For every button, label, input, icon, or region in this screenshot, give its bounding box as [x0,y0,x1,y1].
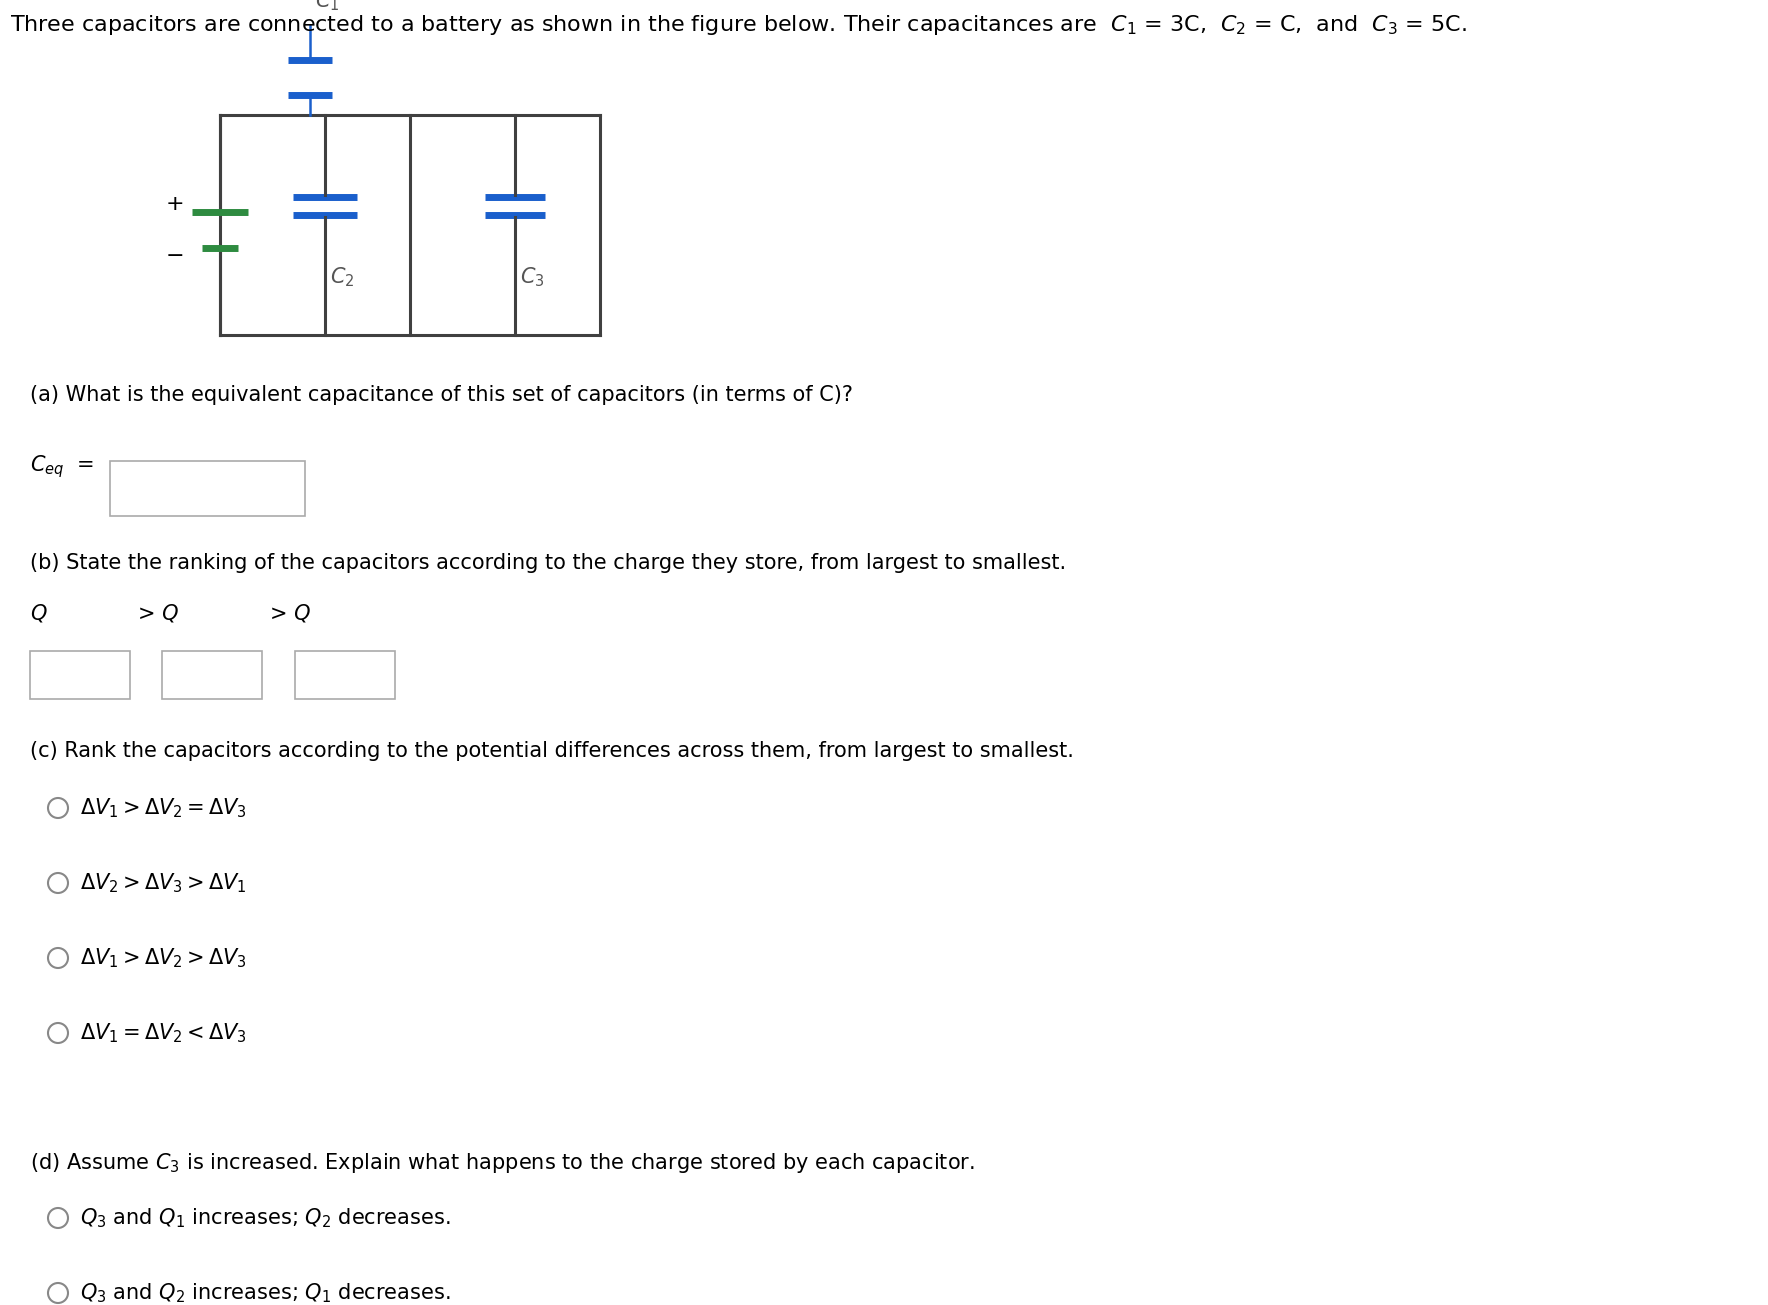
Bar [163,651,262,699]
Text: +: + [166,194,184,214]
Text: $C_1$: $C_1$ [315,0,339,13]
Bar [30,651,131,699]
Text: $C_{eq}$  =: $C_{eq}$ = [30,453,94,480]
Text: (b) State the ranking of the capacitors according to the charge they store, from: (b) State the ranking of the capacitors … [30,553,1066,573]
Text: −: − [166,247,184,266]
Text: (c) Rank the capacitors according to the potential differences across them, from: (c) Rank the capacitors according to the… [30,741,1073,761]
Bar [295,651,394,699]
Text: $\Delta V_2 > \Delta V_3 > \Delta V_1$: $\Delta V_2 > \Delta V_3 > \Delta V_1$ [80,870,246,895]
Text: (a) What is the equivalent capacitance of this set of capacitors (in terms of C): (a) What is the equivalent capacitance o… [30,385,852,405]
Bar [110,461,306,515]
Text: (d) Assume $C_3$ is increased. Explain what happens to the charge stored by each: (d) Assume $C_3$ is increased. Explain w… [30,1151,974,1174]
Text: $\Delta V_1 > \Delta V_2 > \Delta V_3$: $\Delta V_1 > \Delta V_2 > \Delta V_3$ [80,946,248,970]
Text: $\Delta V_1 = \Delta V_2 < \Delta V_3$: $\Delta V_1 = \Delta V_2 < \Delta V_3$ [80,1021,248,1044]
Text: Three capacitors are connected to a battery as shown in the figure below. Their : Three capacitors are connected to a batt… [11,13,1467,37]
Text: $\Delta V_1 > \Delta V_2 = \Delta V_3$: $\Delta V_1 > \Delta V_2 = \Delta V_3$ [80,796,248,820]
Text: $Q_3$ and $Q_1$ increases; $Q_2$ decreases.: $Q_3$ and $Q_1$ increases; $Q_2$ decreas… [80,1206,451,1229]
Text: > Q: > Q [271,603,311,622]
Text: $C_2$: $C_2$ [331,265,354,288]
Text: > Q: > Q [138,603,179,622]
Text: Q: Q [30,603,46,622]
Text: $Q_3$ and $Q_2$ increases; $Q_1$ decreases.: $Q_3$ and $Q_2$ increases; $Q_1$ decreas… [80,1282,451,1305]
Text: $C_3$: $C_3$ [520,265,545,288]
